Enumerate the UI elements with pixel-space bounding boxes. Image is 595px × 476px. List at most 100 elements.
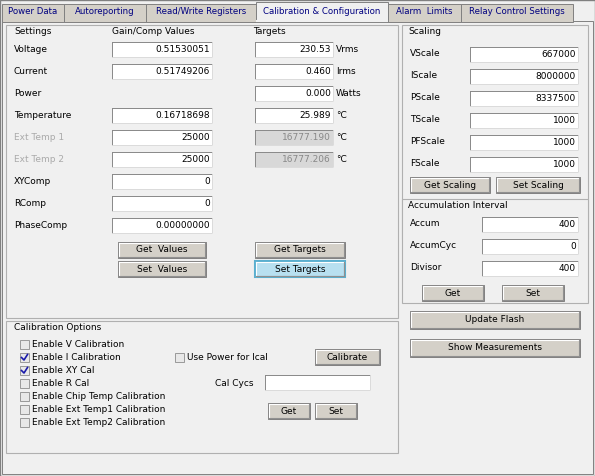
Text: Power Data: Power Data	[8, 8, 58, 17]
Text: 230.53: 230.53	[299, 45, 331, 54]
Text: Ext Temp 2: Ext Temp 2	[14, 155, 64, 163]
Text: 667000: 667000	[541, 50, 576, 59]
Text: °C: °C	[336, 155, 347, 163]
Text: Alarm  Limits: Alarm Limits	[396, 8, 453, 17]
Text: Enable Chip Temp Calibration: Enable Chip Temp Calibration	[32, 392, 165, 401]
Text: Scaling: Scaling	[408, 28, 441, 37]
Bar	[20, 405, 29, 414]
Text: Calibration & Configuration: Calibration & Configuration	[264, 8, 381, 17]
Text: VScale: VScale	[410, 49, 441, 58]
Text: Enable I Calibration: Enable I Calibration	[32, 353, 121, 362]
Bar	[255, 261, 345, 277]
Text: Vrms: Vrms	[336, 44, 359, 53]
Text: Calibrate: Calibrate	[327, 353, 368, 361]
Text: 0.51530051: 0.51530051	[155, 45, 210, 54]
Text: Divisor: Divisor	[410, 264, 441, 272]
Text: Enable V Calibration: Enable V Calibration	[32, 340, 124, 349]
Text: IScale: IScale	[410, 70, 437, 79]
Text: Use Power for Ical: Use Power for Ical	[187, 353, 268, 362]
Text: Cal Cycs: Cal Cycs	[215, 378, 253, 387]
Bar	[255, 108, 333, 123]
Text: 16777.206: 16777.206	[282, 155, 331, 164]
Bar	[255, 152, 333, 167]
Text: Get: Get	[281, 407, 297, 416]
Text: Autoreporting: Autoreporting	[75, 8, 135, 17]
Bar	[20, 353, 29, 362]
Text: 0.00000000: 0.00000000	[155, 221, 210, 230]
Bar	[118, 242, 206, 258]
Bar	[20, 379, 29, 388]
Text: 0: 0	[570, 242, 576, 251]
Text: Gain/Comp Values: Gain/Comp Values	[112, 28, 195, 37]
Bar	[461, 4, 573, 22]
Bar	[315, 403, 357, 419]
Text: Show Measurements: Show Measurements	[448, 344, 542, 353]
Bar	[496, 177, 580, 193]
Bar	[112, 108, 212, 123]
Bar	[388, 4, 461, 22]
Bar	[255, 42, 333, 57]
Text: Set Targets: Set Targets	[275, 265, 325, 274]
Text: 0.000: 0.000	[305, 89, 331, 98]
Text: Targets: Targets	[253, 28, 286, 37]
Text: Set  Values: Set Values	[137, 265, 187, 274]
Text: Irms: Irms	[336, 67, 356, 76]
Text: 0: 0	[204, 199, 210, 208]
Bar	[482, 217, 578, 232]
Text: RComp: RComp	[14, 198, 46, 208]
Text: Temperature: Temperature	[14, 110, 71, 119]
Bar	[20, 418, 29, 427]
Text: Voltage: Voltage	[14, 44, 48, 53]
Text: °C: °C	[336, 132, 347, 141]
Text: 1000: 1000	[553, 138, 576, 147]
Text: 8000000: 8000000	[536, 72, 576, 81]
Text: 25.989: 25.989	[299, 111, 331, 120]
Text: Enable XY Cal: Enable XY Cal	[32, 366, 95, 375]
Text: Get: Get	[445, 288, 461, 298]
Bar	[6, 25, 398, 318]
Text: XYComp: XYComp	[14, 177, 51, 186]
Bar	[175, 353, 184, 362]
Text: Relay Control Settings: Relay Control Settings	[469, 8, 565, 17]
Bar	[64, 4, 146, 22]
Text: Update Flash: Update Flash	[465, 316, 525, 325]
Text: Set: Set	[328, 407, 343, 416]
Text: TScale: TScale	[410, 115, 440, 123]
Text: Set: Set	[525, 288, 540, 298]
Bar	[502, 285, 564, 301]
Text: 25000: 25000	[181, 133, 210, 142]
Text: Current: Current	[14, 67, 48, 76]
Text: 0.16718698: 0.16718698	[155, 111, 210, 120]
Text: Get Targets: Get Targets	[274, 246, 326, 255]
Bar	[402, 199, 588, 303]
Bar	[470, 113, 578, 128]
Text: Enable R Cal: Enable R Cal	[32, 379, 89, 388]
Text: Enable Ext Temp2 Calibration: Enable Ext Temp2 Calibration	[32, 418, 165, 427]
Bar	[256, 2, 388, 22]
Text: PScale: PScale	[410, 92, 440, 101]
Text: 25000: 25000	[181, 155, 210, 164]
Text: 400: 400	[559, 220, 576, 229]
Bar	[112, 218, 212, 233]
Text: PhaseComp: PhaseComp	[14, 220, 67, 229]
Bar	[410, 339, 580, 357]
Bar	[470, 135, 578, 150]
Bar	[112, 130, 212, 145]
Bar	[112, 42, 212, 57]
Bar	[402, 25, 588, 239]
Text: Enable Ext Temp1 Calibration: Enable Ext Temp1 Calibration	[32, 405, 165, 414]
Bar	[146, 4, 256, 22]
Text: 8337500: 8337500	[536, 94, 576, 103]
Bar	[255, 130, 333, 145]
Text: Settings: Settings	[14, 28, 51, 37]
Text: Get  Values: Get Values	[136, 246, 188, 255]
Bar	[255, 64, 333, 79]
Bar	[112, 152, 212, 167]
Text: Set Scaling: Set Scaling	[512, 180, 563, 189]
Text: Read/Write Registers: Read/Write Registers	[156, 8, 246, 17]
Bar	[470, 47, 578, 62]
Bar	[482, 239, 578, 254]
Text: Get Scaling: Get Scaling	[424, 180, 476, 189]
Text: 400: 400	[559, 264, 576, 273]
Bar	[315, 349, 380, 365]
